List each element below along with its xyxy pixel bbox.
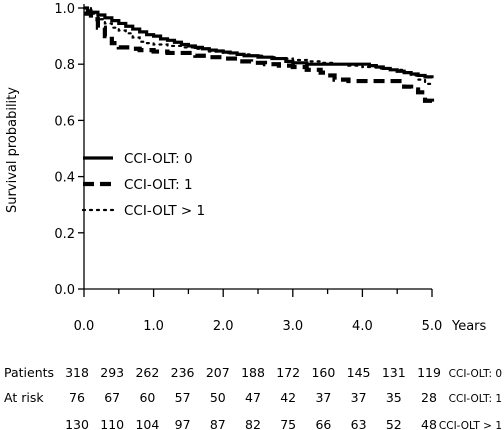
risk-count: 28 [421, 390, 437, 405]
risk-count: 50 [210, 390, 226, 405]
x-tick-label: 3.0 [282, 319, 303, 334]
risk-count: 131 [382, 365, 406, 380]
risk-count: 37 [315, 390, 331, 405]
risk-count: 110 [100, 417, 124, 430]
y-tick-label: 0.6 [54, 114, 75, 129]
legend-label: CCI-OLT: 1 [124, 177, 193, 193]
y-tick-label: 1.0 [54, 2, 75, 17]
risk-count: 145 [347, 365, 371, 380]
risk-count: 188 [241, 365, 265, 380]
risk-count: 119 [417, 365, 441, 380]
x-tick-label: 2.0 [213, 319, 234, 334]
risk-group-label: CCI-OLT: 1 [449, 393, 502, 405]
risk-count: 97 [175, 417, 191, 430]
risk-count: 293 [100, 365, 124, 380]
y-tick-label: 0.2 [54, 227, 75, 242]
risk-count: 318 [65, 365, 89, 380]
risk-count: 207 [206, 365, 230, 380]
risk-count: 172 [276, 365, 300, 380]
series-line-2 [84, 11, 435, 104]
x-axis-unit: Years [451, 319, 487, 334]
series-line-3 [82, 6, 434, 88]
risk-count: 47 [245, 390, 261, 405]
risk-count: 130 [65, 417, 89, 430]
y-tick-label: 0.0 [54, 283, 75, 298]
risk-row-label: Patients [4, 365, 54, 380]
y-tick-label: 0.4 [54, 171, 75, 186]
risk-count: 104 [135, 417, 159, 430]
risk-count: 57 [175, 390, 191, 405]
x-tick-label: 1.0 [143, 319, 164, 334]
risk-count: 76 [69, 390, 85, 405]
risk-count: 87 [210, 417, 226, 430]
risk-count: 66 [315, 417, 331, 430]
risk-count: 42 [280, 390, 296, 405]
risk-count: 236 [171, 365, 195, 380]
x-tick-label: 0.0 [74, 319, 95, 334]
risk-count: 35 [386, 390, 402, 405]
risk-group-label: CCI-OLT > 1 [439, 420, 502, 430]
risk-count: 75 [280, 417, 296, 430]
y-axis-label: Survival probability [5, 87, 20, 213]
risk-count: 160 [311, 365, 335, 380]
x-tick-label: 5.0 [422, 319, 443, 334]
risk-count: 82 [245, 417, 261, 430]
x-tick-label: 4.0 [352, 319, 373, 334]
risk-count: 262 [135, 365, 159, 380]
risk-count: 60 [139, 390, 155, 405]
legend-label: CCI-OLT > 1 [124, 203, 205, 219]
risk-group-label: CCI-OLT: 0 [449, 368, 502, 380]
y-tick-label: 0.8 [54, 58, 75, 73]
risk-count: 63 [351, 417, 367, 430]
risk-row-label: At risk [4, 390, 44, 405]
risk-count: 52 [386, 417, 402, 430]
risk-count: 48 [421, 417, 437, 430]
risk-count: 37 [351, 390, 367, 405]
legend-label: CCI-OLT: 0 [124, 151, 193, 167]
risk-count: 67 [104, 390, 120, 405]
